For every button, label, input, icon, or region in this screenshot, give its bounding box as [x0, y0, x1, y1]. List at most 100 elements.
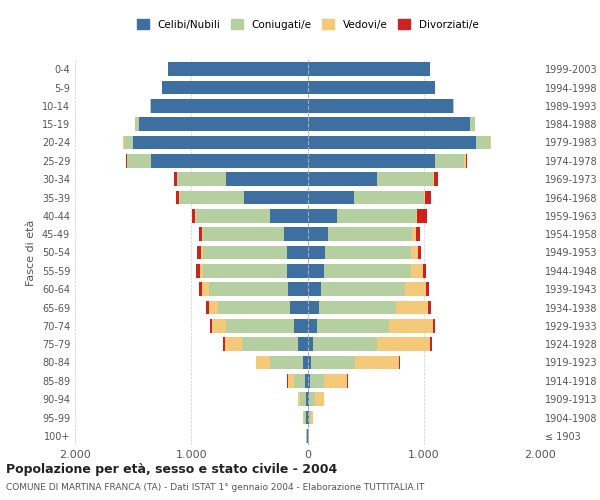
Bar	[175, 172, 177, 186]
Bar	[300, 392, 306, 406]
Bar	[310, 374, 324, 388]
Bar	[319, 300, 396, 314]
Bar	[308, 356, 311, 370]
Bar	[290, 300, 308, 314]
Bar	[308, 282, 322, 296]
Bar	[411, 246, 418, 260]
Bar	[218, 300, 290, 314]
Bar	[139, 118, 308, 131]
Bar	[337, 209, 416, 222]
Bar	[354, 190, 424, 204]
Bar	[209, 282, 288, 296]
Bar	[308, 99, 453, 112]
Bar	[226, 172, 308, 186]
Bar	[203, 228, 284, 241]
Bar	[453, 99, 454, 112]
Bar	[197, 246, 200, 260]
Bar	[430, 338, 432, 351]
Bar	[308, 300, 319, 314]
Bar	[476, 136, 490, 149]
Y-axis label: Fasce di età: Fasce di età	[26, 220, 36, 286]
Bar	[151, 99, 308, 112]
Bar	[308, 246, 325, 260]
Bar	[324, 264, 411, 278]
Bar	[307, 410, 308, 424]
Bar	[178, 172, 226, 186]
Bar	[133, 136, 308, 149]
Bar	[396, 300, 428, 314]
Legend: Celibi/Nubili, Coniugati/e, Vedovi/e, Divorziati/e: Celibi/Nubili, Coniugati/e, Vedovi/e, Di…	[133, 15, 482, 34]
Bar	[223, 338, 225, 351]
Bar	[125, 154, 127, 168]
Bar	[308, 209, 337, 222]
Bar	[416, 228, 420, 241]
Bar	[418, 209, 427, 222]
Bar	[308, 374, 310, 388]
Bar	[168, 62, 308, 76]
Bar	[244, 190, 308, 204]
Bar	[287, 264, 308, 278]
Bar	[324, 374, 347, 388]
Bar	[464, 154, 466, 168]
Bar	[211, 319, 212, 332]
Bar	[127, 154, 151, 168]
Bar	[298, 338, 308, 351]
Bar	[308, 190, 354, 204]
Bar	[256, 356, 271, 370]
Bar	[434, 172, 438, 186]
Bar	[436, 154, 464, 168]
Bar	[151, 154, 308, 168]
Bar	[416, 209, 418, 222]
Bar	[428, 300, 431, 314]
Bar	[424, 190, 425, 204]
Bar	[418, 246, 421, 260]
Bar	[206, 300, 209, 314]
Bar	[306, 392, 308, 406]
Bar	[242, 338, 298, 351]
Bar	[287, 246, 308, 260]
Bar	[308, 410, 311, 424]
Bar	[284, 228, 308, 241]
Bar	[124, 136, 133, 149]
Bar	[293, 319, 308, 332]
Bar	[412, 228, 416, 241]
Bar	[199, 282, 202, 296]
Bar	[308, 136, 476, 149]
Bar	[411, 264, 422, 278]
Bar	[315, 392, 325, 406]
Text: Popolazione per età, sesso e stato civile - 2004: Popolazione per età, sesso e stato civil…	[6, 462, 337, 475]
Bar	[136, 118, 139, 131]
Bar	[325, 246, 411, 260]
Bar	[308, 228, 328, 241]
Bar	[298, 392, 300, 406]
Bar	[328, 228, 412, 241]
Bar	[196, 264, 200, 278]
Bar	[425, 190, 431, 204]
Bar	[308, 154, 436, 168]
Bar	[470, 118, 475, 131]
Bar	[422, 264, 426, 278]
Bar	[212, 319, 226, 332]
Bar	[305, 374, 308, 388]
Bar	[225, 338, 242, 351]
Bar	[405, 282, 426, 296]
Bar	[202, 228, 203, 241]
Bar	[311, 410, 313, 424]
Bar	[226, 319, 293, 332]
Bar	[466, 154, 467, 168]
Text: COMUNE DI MARTINA FRANCA (TA) - Dati ISTAT 1° gennaio 2004 - Elaborazione TUTTIT: COMUNE DI MARTINA FRANCA (TA) - Dati IST…	[6, 482, 424, 492]
Bar	[203, 246, 287, 260]
Bar	[271, 356, 303, 370]
Bar	[308, 62, 430, 76]
Bar	[308, 118, 470, 131]
Bar	[308, 338, 313, 351]
Bar	[311, 356, 355, 370]
Bar	[355, 356, 400, 370]
Bar	[196, 209, 271, 222]
Bar	[317, 319, 389, 332]
Bar	[202, 282, 209, 296]
Bar	[288, 282, 308, 296]
Bar	[308, 319, 317, 332]
Bar	[304, 410, 307, 424]
Bar	[199, 228, 202, 241]
